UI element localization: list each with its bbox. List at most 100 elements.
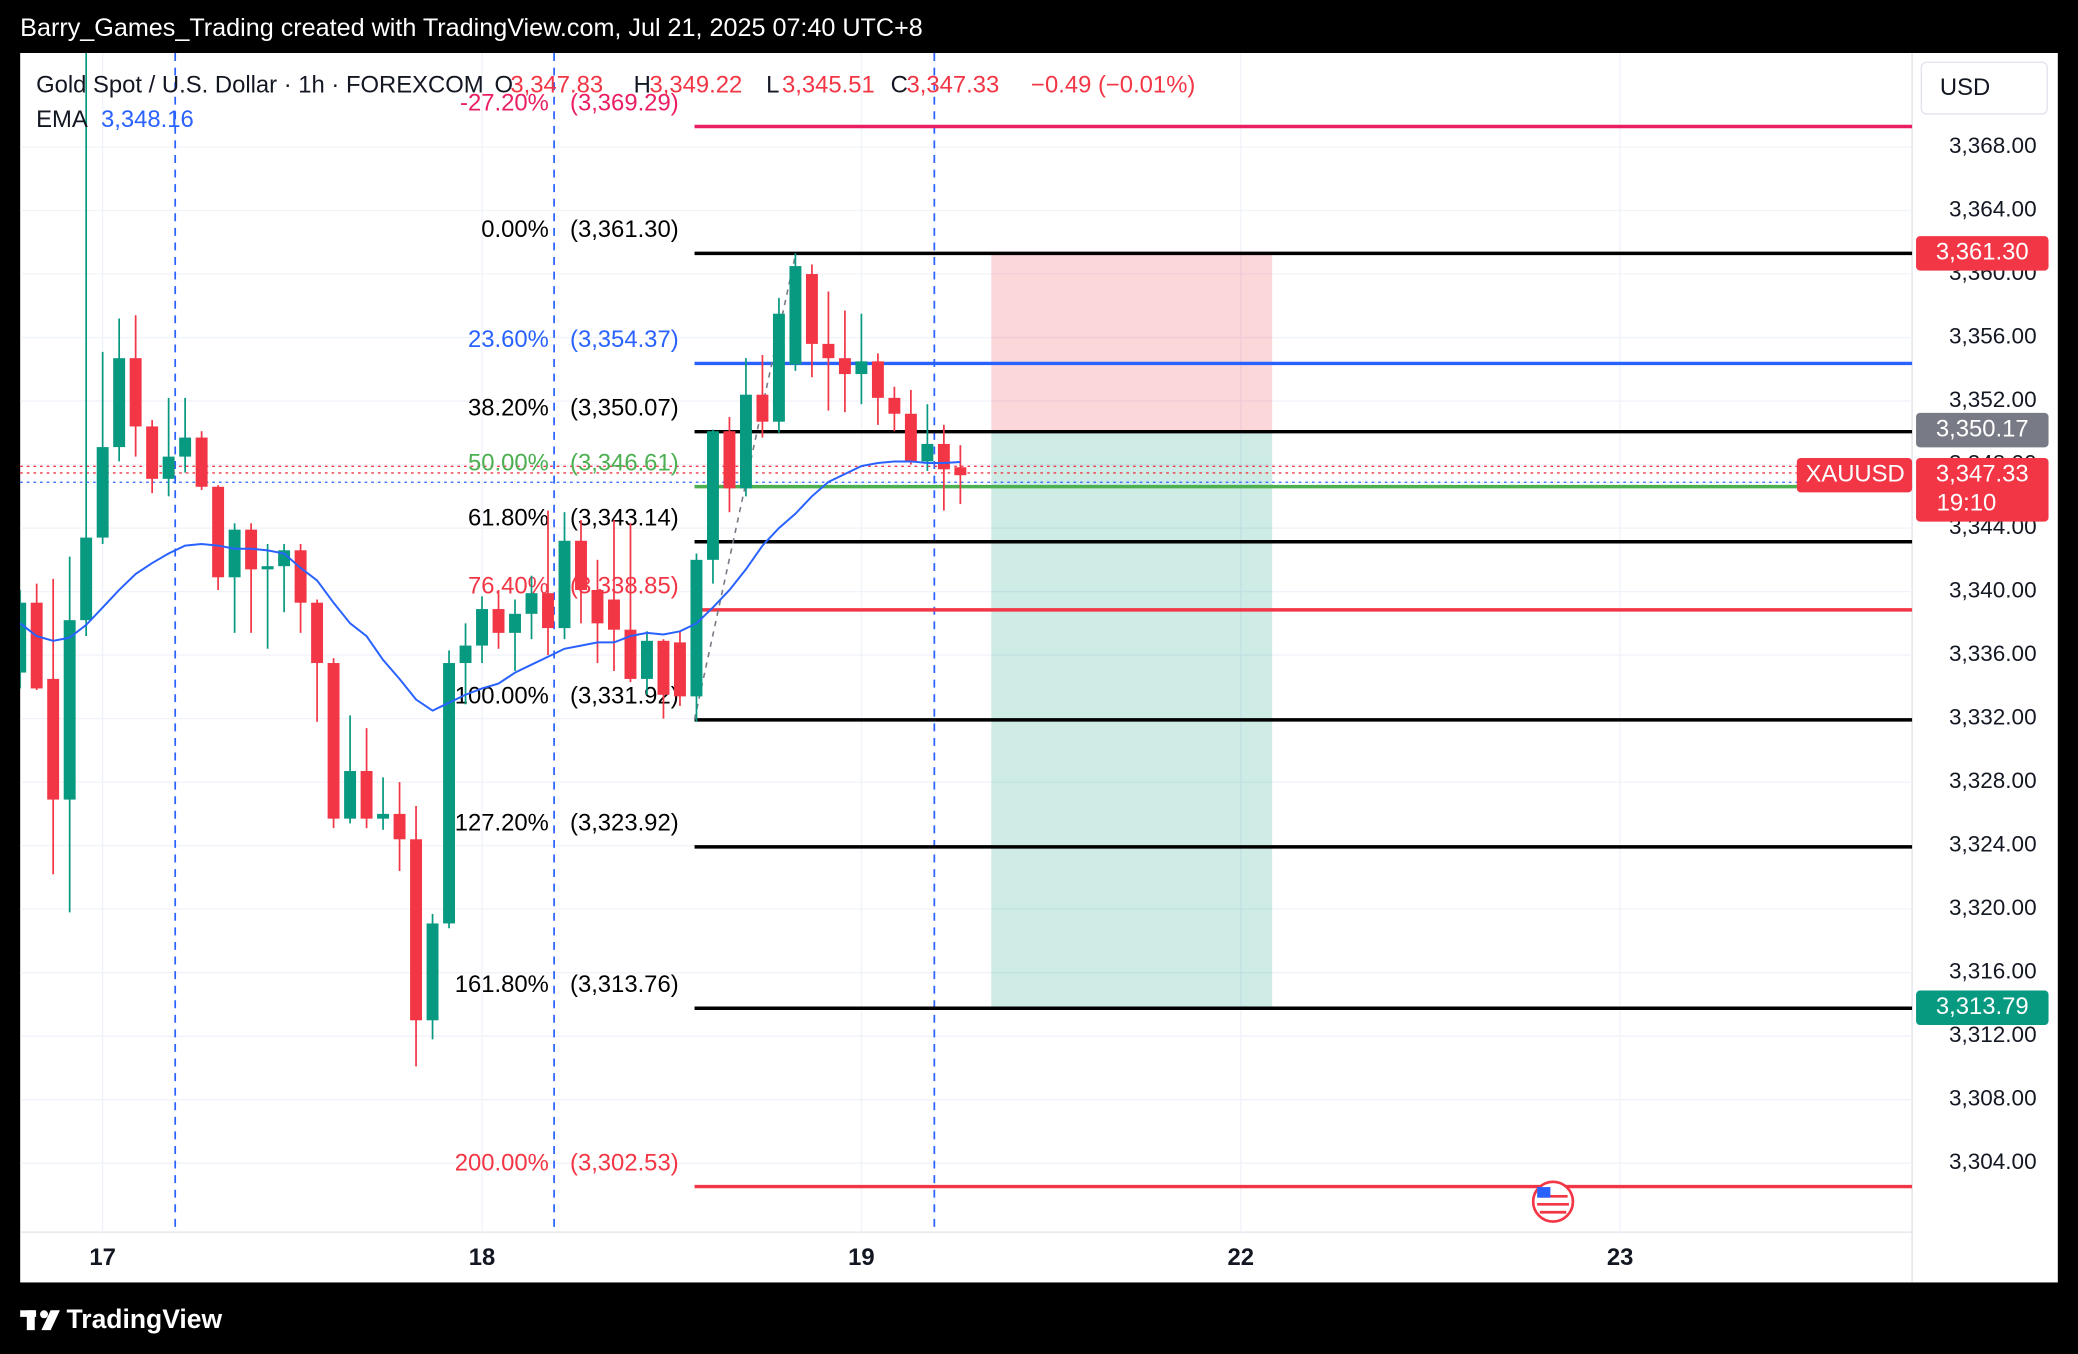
price-tag-label: 3,361.30 [1936, 239, 2029, 266]
legend-change: −0.49 (−0.01%) [1031, 71, 1195, 98]
candle-body [690, 559, 703, 697]
fibonacci: -27.20% (3,369.29) 0.00% (3,361.30) 23.60% (3… [455, 89, 1913, 1189]
logo [20, 1310, 60, 1331]
candle-body [855, 361, 868, 375]
fib-price: (3,323.92) [570, 810, 679, 837]
fib-ratio: 127.20% [455, 810, 549, 837]
y-tick-label: 3,328.00 [1949, 768, 2037, 793]
fib-ratio: 50.00% [468, 449, 549, 476]
ema [20, 460, 961, 712]
candle-body [838, 358, 851, 375]
fib-price: (3,302.53) [570, 1149, 679, 1176]
candle-body [129, 358, 142, 427]
ema-line [20, 460, 961, 712]
fib-price: (3,354.37) [570, 326, 679, 353]
candle-body [558, 540, 571, 629]
candle-body [311, 602, 324, 664]
candle-body [63, 620, 76, 800]
chart-area [20, 52, 2058, 1283]
y-tick-label: 3,324.00 [1949, 832, 2037, 857]
candle-body [739, 394, 752, 489]
fib-price: (3,313.76) [570, 971, 679, 998]
y-tick-label: 3,364.00 [1949, 196, 2037, 221]
candle-body [591, 589, 604, 624]
candle-body [377, 813, 390, 819]
logo-part [26, 1310, 35, 1331]
candle-body [476, 609, 488, 646]
y-tick-label: 3,316.00 [1949, 959, 2037, 984]
candle-body [756, 394, 769, 422]
session-breaks [174, 52, 936, 1233]
candle-body [772, 313, 785, 422]
candle-body [674, 642, 686, 697]
candle-body [525, 593, 538, 614]
candle-body [195, 437, 208, 487]
candle-body [624, 629, 637, 679]
stop-zone [991, 253, 1273, 431]
fib-ratio: 0.00% [481, 216, 549, 243]
fib-ratio: 23.60% [468, 326, 549, 353]
price-tag-label: 3,350.17 [1936, 415, 2029, 442]
y-tick-label: 3,336.00 [1949, 641, 2037, 666]
price-tag [1916, 236, 2049, 271]
price-tag-label: 3,313.79 [1936, 993, 2029, 1020]
candle-body [723, 431, 736, 489]
candle-body [542, 593, 554, 629]
candle-body [888, 397, 901, 414]
fib-ratio: -27.20% [460, 89, 549, 116]
price-lines [20, 465, 1913, 483]
candle-body [575, 540, 587, 590]
y-tick-label: 3,340.00 [1949, 578, 2037, 603]
fib-price: (3,361.30) [570, 216, 679, 243]
y-tick-label: 3,304.00 [1949, 1149, 2037, 1174]
fib-price: (3,346.61) [570, 449, 679, 476]
candle-body [20, 602, 27, 673]
fib-ratio: 61.80% [468, 505, 549, 532]
fib-ratio: 161.80% [455, 971, 549, 998]
ema-value: 3,348.16 [101, 106, 194, 133]
legend-high: 3,349.22 [649, 71, 742, 98]
candle-body [492, 609, 505, 633]
candle-body [641, 640, 653, 679]
candle-body [179, 437, 192, 457]
candle-body [822, 343, 835, 359]
candle-body [921, 443, 934, 462]
fib-price: (3,369.29) [570, 89, 679, 116]
logo-part [41, 1310, 60, 1331]
x-tick-label: 19 [848, 1244, 875, 1271]
price-tag [1916, 412, 2049, 448]
legend-open: 3,347.83 [510, 71, 603, 98]
candle-body [426, 923, 439, 1021]
event-icon [1531, 1180, 1575, 1223]
candle-body [805, 274, 818, 344]
price-tag [1916, 990, 2049, 1025]
flag-canton [1537, 1187, 1551, 1198]
currency: USD [1940, 74, 1990, 101]
candle-body [146, 426, 159, 479]
fib-price: (3,350.07) [570, 394, 679, 421]
candle-body [228, 529, 241, 578]
countdown: 19:10 [1937, 490, 1997, 517]
candle-body [459, 645, 472, 664]
fib-price: (3,338.85) [570, 573, 679, 600]
y-tick-label: 3,356.00 [1949, 323, 2037, 348]
legend-h: H [634, 71, 651, 98]
y-tick-label: 3,320.00 [1949, 895, 2037, 920]
last-price-label: 3,347.33 [1936, 460, 2029, 487]
last-price-tag [1916, 457, 2049, 522]
legend-close: 3,347.33 [907, 71, 1000, 98]
currency-box [1920, 61, 2048, 115]
candle-body [789, 266, 802, 365]
legend-l: L [766, 71, 779, 98]
legend-o: O [494, 71, 513, 98]
candle-body [871, 361, 884, 398]
legend-low: 3,345.51 [782, 71, 875, 98]
y-tick-label: 3,332.00 [1949, 705, 2037, 730]
candle-body [278, 550, 291, 567]
candle-body [113, 358, 126, 448]
y-tick-label: 3,312.00 [1949, 1022, 2037, 1047]
candle-body [96, 447, 109, 538]
symbol-tag-label: XAUUSD [1805, 460, 1904, 487]
